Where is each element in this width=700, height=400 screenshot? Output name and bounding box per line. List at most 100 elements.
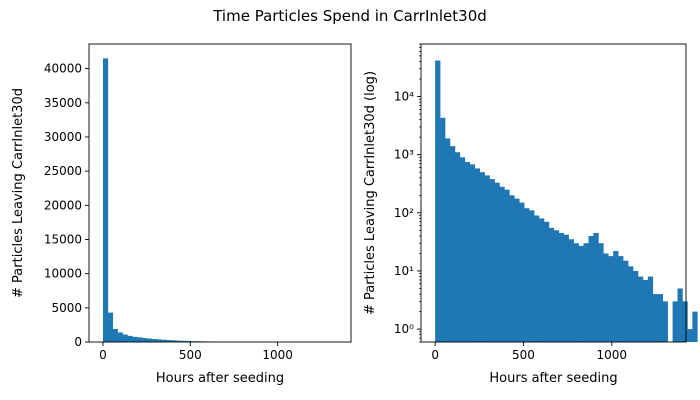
histogram-bar <box>598 243 604 342</box>
histogram-bar <box>122 334 128 342</box>
histogram-bar <box>156 339 162 342</box>
histogram-bar <box>652 294 659 342</box>
histogram-bar <box>593 232 599 342</box>
histogram-bar <box>573 243 579 342</box>
histogram-bar <box>142 338 148 342</box>
histogram-bar <box>613 251 619 342</box>
histogram-bar <box>132 336 138 342</box>
histogram-bar <box>692 311 698 342</box>
histogram-bar <box>529 210 535 342</box>
y-tick-label: 10000 <box>44 267 82 281</box>
y-tick-label: 40000 <box>44 62 82 76</box>
histogram-bar <box>445 138 451 342</box>
y-axis-label: # Particles Leaving CarrInlet30d (log) <box>363 71 378 315</box>
y-tick-label: 20000 <box>44 198 82 212</box>
histogram-bar <box>578 245 584 342</box>
histogram-bar <box>504 189 510 342</box>
histogram-bar <box>677 288 683 342</box>
x-tick-label: 500 <box>179 348 202 362</box>
x-tick-label: 0 <box>431 348 439 362</box>
histogram-bar <box>499 186 505 342</box>
histogram-bar <box>469 164 476 342</box>
histogram-bar <box>553 230 560 342</box>
histogram-bar <box>534 215 540 342</box>
x-tick-label: 1000 <box>597 348 628 362</box>
histogram-bar <box>672 301 678 342</box>
histogram-bar <box>186 340 192 342</box>
histogram-bar <box>494 182 500 342</box>
histogram-bar <box>176 340 182 342</box>
histogram-bar <box>454 152 461 342</box>
histogram-bar <box>568 239 574 342</box>
histogram-bar <box>171 340 177 342</box>
histogram-bar <box>637 276 644 342</box>
y-axis-label: # Particles Leaving CarrInlet30d <box>11 88 26 298</box>
histogram-bar <box>161 339 167 342</box>
axes-frame <box>420 43 687 343</box>
histogram-bar <box>166 340 172 342</box>
y-tick-label: 10² <box>394 206 414 220</box>
histogram-bar <box>449 146 456 342</box>
histogram-bar <box>181 340 187 342</box>
histogram-bar <box>524 208 530 342</box>
x-tick-label: 1000 <box>262 348 293 362</box>
right-log-histogram-panel: 0 500 1000 10⁰ 10¹ 10² 10³ 10⁴ Hours after seedi… <box>363 43 698 386</box>
histogram-bar <box>608 256 614 342</box>
y-tick-label: 10⁴ <box>394 90 414 104</box>
histogram-bar <box>107 312 114 342</box>
histogram-bar <box>509 195 515 342</box>
histogram-bar <box>558 232 565 342</box>
x-axis-label: Hours after seeding <box>156 371 284 386</box>
histogram-bar <box>618 256 624 342</box>
axes-frame <box>88 43 352 343</box>
histogram-bar <box>603 253 609 342</box>
x-tick-label: 0 <box>99 348 107 362</box>
histogram-bar <box>588 235 594 342</box>
histogram-bar <box>662 301 668 342</box>
histogram-bar <box>146 338 153 342</box>
y-tick-label: 5000 <box>51 301 82 315</box>
histogram-bar <box>687 329 693 342</box>
histogram-bar <box>489 179 495 342</box>
histogram-bar <box>628 266 634 342</box>
y-tick-label: 10³ <box>394 148 414 162</box>
histogram-bar <box>137 337 143 342</box>
histogram-bar <box>514 198 520 342</box>
histogram-bar <box>435 60 441 342</box>
histogram-bar <box>623 260 629 342</box>
histogram-bar <box>539 218 545 342</box>
histogram-bar <box>464 161 471 342</box>
histogram-bar <box>642 279 649 342</box>
x-tick-label: 500 <box>512 348 535 362</box>
histogram-bar <box>474 168 480 342</box>
y-tick-label: 15000 <box>44 232 82 246</box>
histogram-bar <box>647 276 654 342</box>
y-tick-label: 10⁰ <box>394 322 414 336</box>
y-tick-label: 30000 <box>44 130 82 144</box>
histogram-bar <box>127 335 133 342</box>
histogram-bar <box>563 234 569 342</box>
y-tick-label: 25000 <box>44 164 82 178</box>
histogram-bar <box>151 338 158 342</box>
histogram-bar <box>583 243 589 342</box>
histogram-bar <box>633 270 639 342</box>
histogram-bar <box>440 117 446 342</box>
histogram-bar <box>484 175 490 342</box>
y-tick-label: 35000 <box>44 96 82 110</box>
histogram-bar <box>543 221 550 342</box>
histogram-bar <box>657 294 663 342</box>
y-tick-label: 0 <box>74 335 82 349</box>
histogram-bar <box>102 58 109 342</box>
histogram-bar <box>479 172 485 342</box>
histogram-bar <box>519 202 525 342</box>
histogram-bar <box>682 301 688 342</box>
x-axis-label: Hours after seeding <box>489 371 617 386</box>
histogram-bar <box>459 157 466 342</box>
histogram-bar <box>548 227 555 342</box>
left-histogram-panel: 0 500 100005000100001500020000250003000035… <box>11 43 363 386</box>
y-tick-label: 10¹ <box>394 264 414 278</box>
histogram-bar <box>112 329 118 342</box>
histogram-bar <box>117 332 123 342</box>
figure-title: Time Particles Spend in CarrInlet30d <box>212 7 487 25</box>
